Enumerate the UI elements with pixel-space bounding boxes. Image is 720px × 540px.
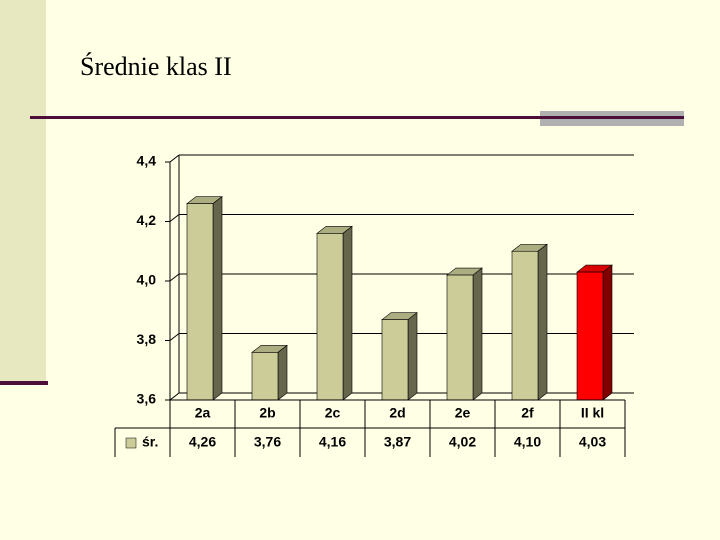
x-tick-label: 2f [521, 405, 534, 421]
bar [511, 250, 539, 401]
side-band-rule [0, 381, 48, 385]
title-rule [30, 116, 684, 119]
bar [316, 233, 344, 401]
grid-depth [169, 392, 180, 401]
legend-swatch [125, 437, 137, 449]
x-tick-label: 2d [389, 405, 405, 421]
data-label: 3,76 [254, 434, 281, 450]
bar-side [342, 225, 353, 401]
y-tick-label: 3,6 [137, 391, 157, 407]
bar [446, 274, 474, 401]
chart-title: Średnie klas II [80, 52, 232, 81]
bar-side [472, 267, 483, 401]
x-tick-label: 2e [455, 405, 471, 421]
data-label: 4,26 [189, 434, 216, 450]
data-label: 4,02 [449, 434, 476, 450]
data-label: 4,10 [514, 434, 541, 450]
data-label: 4,03 [579, 434, 606, 450]
bar [576, 271, 604, 401]
bar-side [212, 196, 223, 401]
bar [251, 352, 279, 401]
x-tick-label: II kl [581, 405, 604, 421]
y-tick-label: 4,0 [137, 272, 157, 288]
x-tick-label: 2b [259, 405, 275, 421]
y-tick-label: 4,4 [137, 153, 157, 169]
grid-depth [169, 333, 180, 341]
data-label: 4,16 [319, 434, 346, 450]
bar-side [277, 344, 288, 401]
bar-side [537, 243, 548, 401]
y-tick-label: 4,2 [137, 212, 157, 228]
bar [381, 319, 409, 401]
bar-side [602, 264, 613, 401]
grid-depth [169, 273, 180, 282]
bar [186, 203, 214, 401]
x-tick-label: 2a [195, 405, 211, 421]
x-tick-label: 2c [325, 405, 341, 421]
data-label: 3,87 [384, 434, 411, 450]
y-tick-label: 3,8 [137, 331, 157, 347]
grid-depth [169, 154, 180, 163]
grid-depth [169, 214, 180, 222]
side-band [0, 0, 46, 383]
legend-label: śr. [142, 434, 158, 450]
bar-side [407, 312, 418, 401]
